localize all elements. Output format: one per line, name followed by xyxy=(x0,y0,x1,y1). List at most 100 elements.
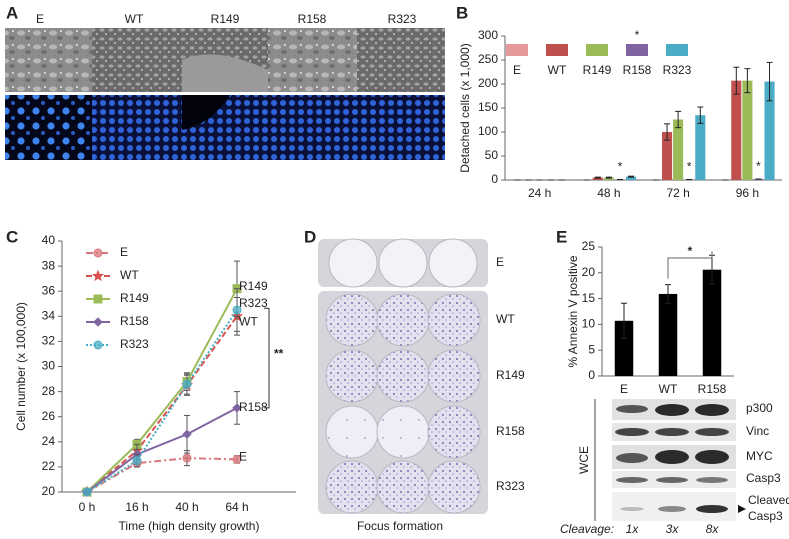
band xyxy=(695,428,729,436)
y-tick-label: 24 xyxy=(42,434,56,448)
end-label: WT xyxy=(239,314,258,328)
dapi-image xyxy=(268,95,357,160)
annotation: * xyxy=(687,160,692,174)
blot-label: p300 xyxy=(746,401,773,415)
y-tick-label: 0 xyxy=(491,172,498,186)
line xyxy=(86,407,238,493)
well xyxy=(427,293,481,347)
x-tick-label: E xyxy=(620,382,628,396)
bar xyxy=(614,320,634,376)
phase-gap xyxy=(182,54,268,92)
legend-swatch xyxy=(506,44,528,56)
cleavage-label: Cleavage: xyxy=(560,522,614,536)
band xyxy=(620,507,644,511)
end-label: E xyxy=(239,450,247,464)
blot-label: MYC xyxy=(746,449,773,463)
band xyxy=(655,428,689,436)
y-axis-label: Detached cells (x 1,000) xyxy=(458,43,472,172)
marker xyxy=(182,453,192,463)
band xyxy=(656,477,688,483)
y-tick-label: 10 xyxy=(582,317,596,331)
y-tick-label: 250 xyxy=(478,52,498,66)
x-tick-label: R158 xyxy=(698,382,727,396)
marker xyxy=(232,305,242,315)
annotation: * xyxy=(618,160,623,174)
bar xyxy=(603,177,614,180)
marker xyxy=(93,248,103,258)
band xyxy=(695,404,729,416)
well xyxy=(325,293,379,347)
band xyxy=(696,505,728,513)
x-tick-label: WT xyxy=(659,382,678,396)
phase-image xyxy=(268,28,357,92)
legend-label: R323 xyxy=(120,337,149,351)
well xyxy=(376,293,430,347)
marker xyxy=(93,294,103,304)
significance-label: ** xyxy=(274,346,284,360)
x-tick-label: 40 h xyxy=(175,500,198,514)
marker xyxy=(93,340,103,350)
well xyxy=(325,349,379,403)
legend-label: WT xyxy=(548,63,567,77)
well xyxy=(378,238,428,288)
y-tick-label: 0 xyxy=(588,368,595,382)
band xyxy=(695,450,729,464)
bar xyxy=(658,293,678,376)
marker xyxy=(91,269,105,282)
wells xyxy=(325,293,481,514)
marker xyxy=(232,454,242,464)
cleavage-value: 1x xyxy=(626,522,640,536)
legend-label: R149 xyxy=(120,291,149,305)
panel-letter: D xyxy=(304,227,316,246)
legend-label: R158 xyxy=(623,63,652,77)
significance-bracket xyxy=(264,307,270,409)
annotation: * xyxy=(756,159,761,173)
dapi-image xyxy=(92,95,182,160)
marker xyxy=(82,487,92,497)
cleavage-value: 3x xyxy=(666,522,680,536)
end-label: R158 xyxy=(239,400,268,414)
dapi-image xyxy=(357,95,445,160)
y-tick-label: 100 xyxy=(478,124,498,138)
y-tick-label: 38 xyxy=(42,258,56,272)
x-tick-label: 96 h xyxy=(736,186,759,200)
y-axis-label: % Annexin V positive xyxy=(566,255,580,367)
bar xyxy=(662,132,673,180)
row-label: R149 xyxy=(496,368,525,382)
line xyxy=(86,288,238,493)
panel-letter: C xyxy=(6,227,18,246)
row-label: R323 xyxy=(496,479,525,493)
well xyxy=(328,238,378,288)
legend-label: R158 xyxy=(120,314,149,328)
band xyxy=(655,450,689,464)
legend-label: E xyxy=(120,245,128,259)
row-label: E xyxy=(496,255,504,269)
x-tick-label: 48 h xyxy=(597,186,620,200)
y-tick-label: 50 xyxy=(485,148,499,162)
marker xyxy=(182,429,192,439)
significance-bracket xyxy=(667,251,713,279)
column-label: R149 xyxy=(211,12,240,26)
y-axis-label: Cell number (x 100,000) xyxy=(14,302,28,431)
legend-label: R149 xyxy=(583,63,612,77)
legend-label: R323 xyxy=(663,63,692,77)
column-label: R158 xyxy=(298,12,327,26)
bar xyxy=(731,80,742,180)
band xyxy=(696,477,728,483)
band xyxy=(616,405,648,413)
y-tick-label: 20 xyxy=(42,484,56,498)
well xyxy=(325,460,379,514)
panel-letter: A xyxy=(6,3,18,22)
y-tick-label: 5 xyxy=(588,342,595,356)
bar xyxy=(695,115,706,180)
band xyxy=(615,428,649,436)
blot-label: Casp3 xyxy=(746,471,781,485)
y-tick-label: 22 xyxy=(42,459,56,473)
marker xyxy=(132,456,142,466)
y-tick-label: 15 xyxy=(582,291,596,305)
legend-swatch xyxy=(586,44,608,56)
panel-letter: E xyxy=(556,227,567,246)
phase-image xyxy=(5,28,92,92)
blot-label: Cleaved xyxy=(748,493,789,507)
